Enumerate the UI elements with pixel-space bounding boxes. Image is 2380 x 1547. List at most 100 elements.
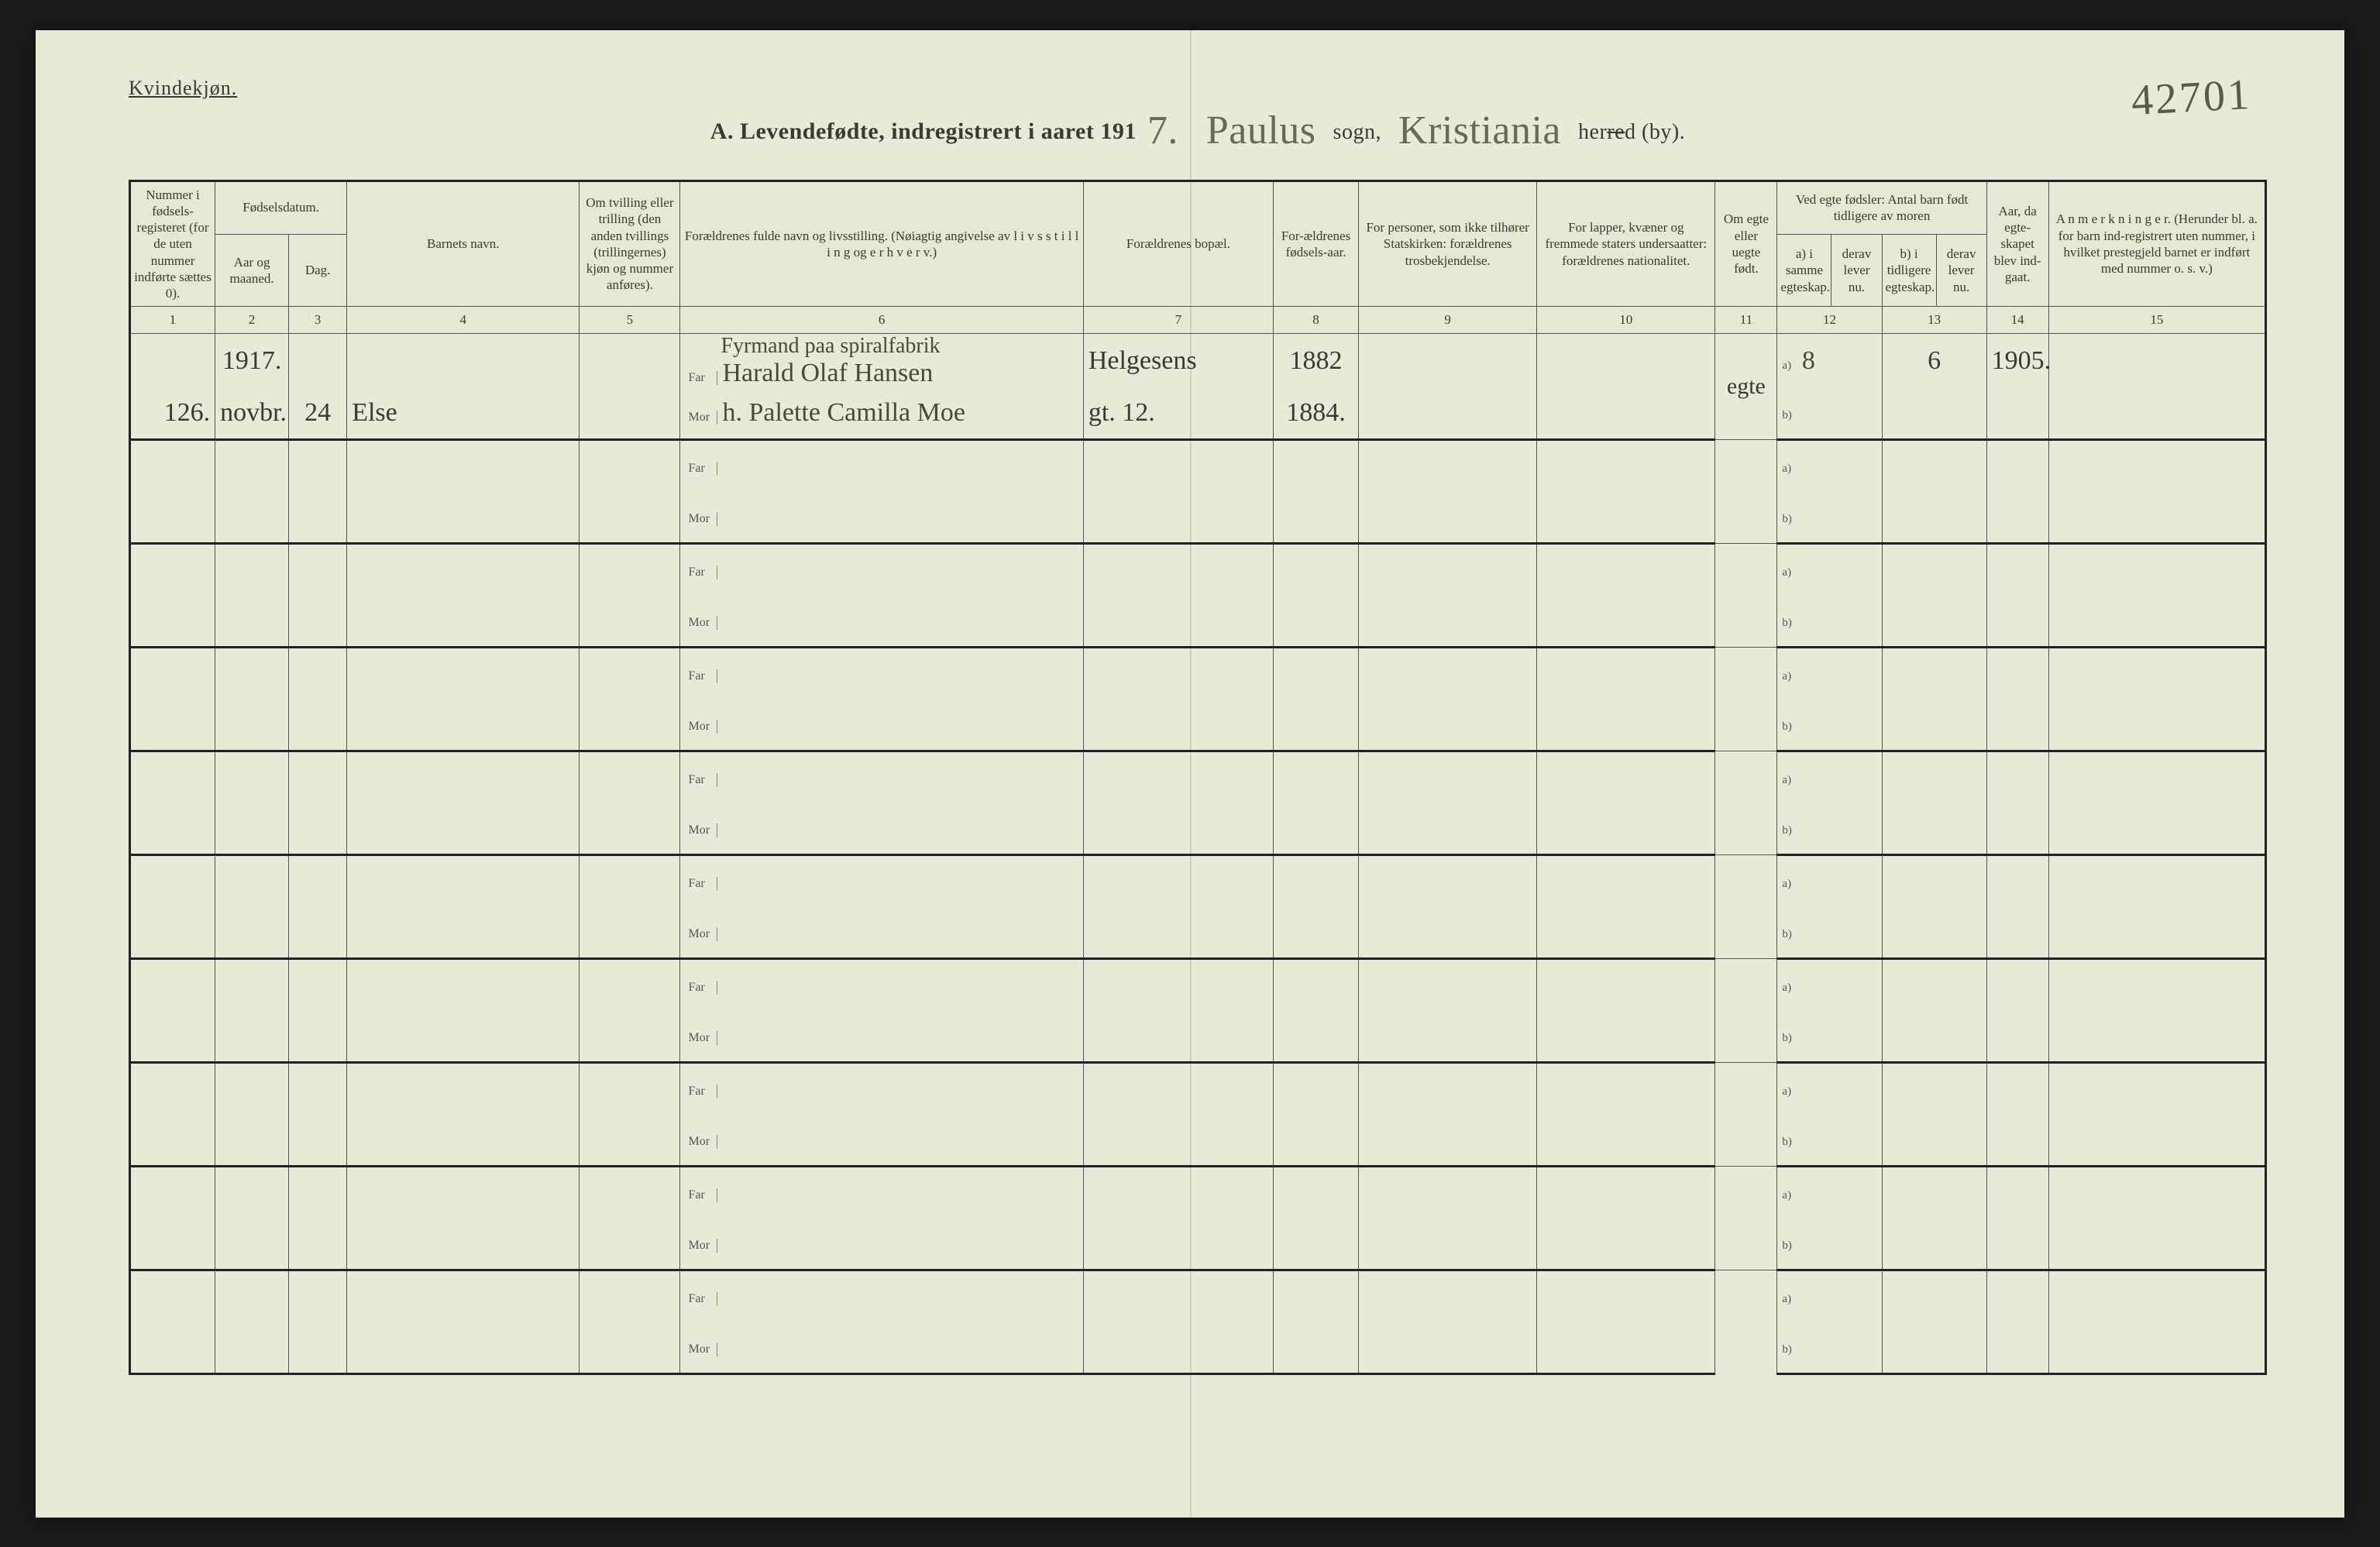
cell-far: Far <box>680 959 1083 1011</box>
col-13-header: A n m e r k n i n g e r. (Herunder bl. a… <box>2048 180 2265 307</box>
gender-label: Kvindekjøn. <box>129 77 2267 100</box>
cell-empty <box>1986 1011 2048 1063</box>
cell-empty <box>1083 596 1273 648</box>
colnum-5: 5 <box>580 307 680 333</box>
cell-empty <box>1715 544 1777 648</box>
cell-a: a) <box>1777 959 1882 1011</box>
entry-row-far: 1917. Fyrmand paa spiralfabrik FarHarald… <box>130 333 2266 388</box>
empty-row-far: Fara) <box>130 440 2266 492</box>
a-label: a) <box>1782 1293 1797 1306</box>
empty-row-mor: Morb) <box>130 907 2266 959</box>
cell-empty <box>347 1011 580 1063</box>
cell-empty <box>347 544 580 596</box>
cell-empty <box>2048 492 2265 544</box>
cell-empty <box>1083 1270 1273 1322</box>
cell-empty <box>2048 544 2265 596</box>
mor-label: Mor <box>685 1239 717 1253</box>
colnum-13: 13 <box>1882 307 1986 333</box>
cell-empty <box>215 803 289 855</box>
cell-empty <box>1715 959 1777 1063</box>
cell-year: 1917. <box>215 333 289 388</box>
cell-empty <box>1359 1219 1537 1270</box>
empty-row-far: Fara) <box>130 1063 2266 1115</box>
cell-empty <box>1083 751 1273 803</box>
cell-empty <box>289 751 347 803</box>
cell-empty <box>215 544 289 596</box>
cell-b: b) <box>1777 1011 1882 1063</box>
cell-empty <box>1986 1115 2048 1167</box>
col-6-header: Forældrenes bopæl. <box>1083 180 1273 307</box>
cell-empty <box>580 751 680 803</box>
cell-empty <box>1882 440 1986 492</box>
cell-empty <box>1537 596 1715 648</box>
cell-empty <box>1882 1270 1986 1322</box>
mother-name: h. Palette Camilla Moe <box>722 398 965 427</box>
cell-empty <box>1986 700 2048 751</box>
a-label: a) <box>1782 1085 1797 1098</box>
cell-empty <box>215 1219 289 1270</box>
cell-empty <box>1359 333 1537 388</box>
herred-pre: her <box>1578 120 1607 144</box>
sogn-label: sogn, <box>1333 120 1381 144</box>
cell-mor: Mor <box>680 492 1083 544</box>
cell-empty <box>1537 907 1715 959</box>
cell-empty <box>215 855 289 907</box>
herred-strike: re <box>1607 120 1625 144</box>
empty-row-mor: Mor b) <box>130 492 2266 544</box>
cell-empty <box>1083 803 1273 855</box>
cell-empty <box>580 907 680 959</box>
cell-empty <box>1986 544 2048 596</box>
title-prefix: A. Levendefødte, indregistrert i aaret 1… <box>710 119 1137 144</box>
cell-empty <box>580 1115 680 1167</box>
empty-row-mor: Morb) <box>130 1115 2266 1167</box>
cell-empty <box>1359 388 1537 440</box>
cell-empty <box>1274 700 1359 751</box>
cell-empty <box>580 596 680 648</box>
cell-empty <box>347 1063 580 1115</box>
cell-empty <box>1715 1167 1777 1270</box>
cell-mor: Mor <box>680 700 1083 751</box>
cell-empty <box>347 648 580 700</box>
cell-empty <box>130 596 215 648</box>
cell-b: b) <box>1777 492 1882 544</box>
cell-empty <box>1083 907 1273 959</box>
cell-empty <box>347 1167 580 1219</box>
cell-empty <box>580 700 680 751</box>
cell-empty <box>1359 1167 1537 1219</box>
cell-empty <box>1882 959 1986 1011</box>
cell-empty <box>215 959 289 1011</box>
cell-empty <box>1274 1115 1359 1167</box>
cell-empty <box>1083 1167 1273 1219</box>
empty-row-mor: Morb) <box>130 596 2266 648</box>
col-7-header: For-ældrenes fødsels-aar. <box>1274 180 1359 307</box>
cell-empty <box>580 803 680 855</box>
far-label: Far <box>685 566 717 579</box>
empty-row-mor: Morb) <box>130 1322 2266 1374</box>
cell-empty <box>289 1322 347 1374</box>
empty-row-far: Fara) <box>130 648 2266 700</box>
cell-far: Far <box>680 544 1083 596</box>
cell-empty <box>2048 596 2265 648</box>
cell-empty <box>215 596 289 648</box>
mor-label: Mor <box>685 927 717 941</box>
cell-empty <box>1986 1322 2048 1374</box>
cell-empty <box>1359 1115 1537 1167</box>
cell-empty <box>1359 492 1537 544</box>
cell-empty <box>2048 1063 2265 1115</box>
empty-row-mor: Morb) <box>130 803 2266 855</box>
cell-b: b) <box>1777 1322 1882 1374</box>
cell-empty <box>215 1011 289 1063</box>
cell-empty <box>215 751 289 803</box>
cell-empty <box>1537 803 1715 855</box>
cell-empty <box>2048 1219 2265 1270</box>
cell-empty <box>1882 388 1986 440</box>
a-label: a) <box>1782 981 1797 995</box>
colnum-3: 3 <box>289 307 347 333</box>
cell-empty <box>580 544 680 596</box>
cell-empty <box>1986 1063 2048 1115</box>
cell-empty <box>130 648 215 700</box>
col-3-header: Barnets navn. <box>347 180 580 307</box>
cell-empty <box>289 1063 347 1115</box>
cell-empty <box>130 907 215 959</box>
sogn-value: Paulus <box>1195 108 1327 153</box>
